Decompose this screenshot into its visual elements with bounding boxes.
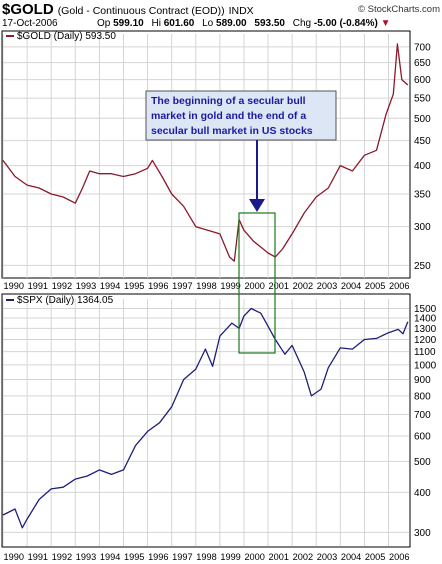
- gold-panel-frame: [1, 30, 411, 279]
- x-tick-label: 2000: [244, 552, 264, 562]
- x-tick-label: 1995: [124, 552, 144, 562]
- hi-label: Hi: [152, 18, 161, 29]
- lo-value: 589.00: [216, 18, 247, 29]
- exchange: INDX: [229, 5, 254, 17]
- spx-panel-frame: [1, 293, 411, 548]
- x-tick-label: 1997: [172, 281, 192, 291]
- y-tick-label: 1300: [414, 324, 437, 335]
- y-tick-label: 300: [414, 222, 431, 233]
- x-tick-label: 2003: [317, 281, 337, 291]
- highlight-box: [238, 212, 276, 354]
- chg-down-arrow-icon: ▼: [381, 18, 391, 29]
- y-tick-label: 900: [414, 375, 431, 386]
- symbol-description: (Gold - Continuous Contract (EOD)): [58, 5, 225, 17]
- x-tick-label: 2005: [365, 552, 385, 562]
- annotation-line-2: market in gold and the end of a: [151, 110, 306, 122]
- y-tick-label: 350: [414, 189, 431, 200]
- x-tick-label: 1995: [124, 281, 144, 291]
- op-label: Op: [97, 18, 111, 29]
- y-tick-label: 500: [414, 114, 431, 125]
- x-tick-label: 1993: [76, 281, 96, 291]
- gold-grid: [2, 34, 409, 278]
- cl-value: 593.50: [254, 18, 285, 29]
- x-tick-label: 1994: [100, 552, 120, 562]
- x-tick-label: 1999: [220, 281, 240, 291]
- x-tick-label: 2006: [389, 552, 409, 562]
- y-tick-label: 1400: [414, 314, 437, 325]
- y-tick-label: 450: [414, 136, 431, 147]
- y-tick-label: 1100: [414, 347, 436, 358]
- y-tick-label: 800: [414, 391, 431, 402]
- x-tick-label: 2000: [244, 281, 264, 291]
- symbol: $GOLD: [2, 1, 54, 18]
- x-tick-label: 2003: [317, 552, 337, 562]
- x-tick-label: 1992: [52, 281, 72, 291]
- gold-price-line: [2, 43, 409, 262]
- x-tick-label: 2001: [269, 281, 289, 291]
- x-tick-label: 1992: [52, 552, 72, 562]
- x-tick-label: 1994: [100, 281, 120, 291]
- gold-legend-text: $GOLD (Daily) 593.50: [17, 31, 116, 42]
- spx-x-tick-labels: 1990 1991 1992 1993 1994 1995 1996 1997 1998 1999…: [4, 552, 410, 562]
- hi-value: 601.60: [164, 18, 195, 29]
- y-tick-label: 600: [414, 431, 431, 442]
- gold-legend: $GOLD (Daily) 593.50: [6, 31, 116, 42]
- annotation-arrow-head: [249, 199, 265, 212]
- annotation-box: [145, 90, 337, 141]
- spx-price-line: [2, 307, 409, 529]
- x-tick-label: 1997: [172, 552, 192, 562]
- y-tick-label: 1500: [414, 304, 437, 315]
- x-tick-label: 1991: [28, 281, 48, 291]
- x-tick-label: 1996: [148, 552, 168, 562]
- gold-y-tick-labels: 250 300 350 400 450 500 550 600 650 700: [414, 42, 431, 271]
- x-tick-label: 2004: [341, 281, 361, 291]
- y-tick-label: 600: [414, 75, 431, 86]
- x-tick-label: 2002: [293, 281, 313, 291]
- x-tick-label: 2004: [341, 552, 361, 562]
- symbol-title: $GOLD (Gold - Continuous Contract (EOD)) I…: [2, 1, 254, 18]
- spx-grid: [2, 299, 409, 546]
- x-tick-label: 1990: [4, 552, 24, 562]
- x-tick-label: 1998: [196, 552, 216, 562]
- x-tick-label: 1991: [28, 552, 48, 562]
- y-tick-label: 700: [414, 410, 431, 421]
- op-value: 599.10: [113, 18, 144, 29]
- y-tick-label: 1000: [414, 360, 437, 371]
- y-tick-label: 500: [414, 457, 431, 468]
- annotation-line-3: secular bull market in US stocks: [151, 125, 313, 137]
- x-tick-label: 2001: [269, 552, 289, 562]
- x-tick-label: 2006: [389, 281, 409, 291]
- y-tick-label: 300: [414, 528, 431, 539]
- annotation-line-1: The beginning of a secular bull: [151, 95, 306, 107]
- gold-x-tick-labels: 1990 1991 1992 1993 1994 1995 1996 1997 1998 1999…: [4, 281, 410, 291]
- y-tick-label: 400: [414, 161, 431, 172]
- x-tick-label: 1996: [148, 281, 168, 291]
- y-tick-label: 400: [414, 488, 431, 499]
- spx-legend: $SPX (Daily) 1364.05: [6, 295, 114, 306]
- x-tick-label: 1999: [220, 552, 240, 562]
- chg-value: -5.00 (-0.84%): [314, 18, 378, 29]
- y-tick-label: 1200: [414, 335, 437, 346]
- annotation: The beginning of a secular bull market i…: [145, 90, 337, 212]
- x-tick-label: 2002: [293, 552, 313, 562]
- x-tick-label: 1990: [4, 281, 24, 291]
- y-tick-label: 250: [414, 261, 431, 272]
- lo-label: Lo: [202, 18, 214, 29]
- y-tick-label: 650: [414, 58, 431, 69]
- spx-legend-text: $SPX (Daily) 1364.05: [17, 295, 114, 306]
- y-tick-label: 550: [414, 94, 431, 105]
- x-tick-label: 2005: [365, 281, 385, 291]
- x-tick-label: 1993: [76, 552, 96, 562]
- chg-label: Chg: [293, 18, 311, 29]
- spx-y-tick-labels: 300 400 500 600 700 800 900 1000 110012001300140…: [414, 304, 437, 539]
- y-tick-label: 700: [414, 42, 431, 53]
- chart-header: $GOLD (Gold - Continuous Contract (EOD)) I…: [2, 1, 440, 29]
- copyright: © StockCharts.com: [358, 4, 440, 15]
- quote-date: 17-Oct-2006: [2, 18, 58, 29]
- x-tick-label: 1998: [196, 281, 216, 291]
- quote-line: Op 599.10 Hi 601.60 Lo 589.00 593.50 Chg…: [97, 18, 391, 29]
